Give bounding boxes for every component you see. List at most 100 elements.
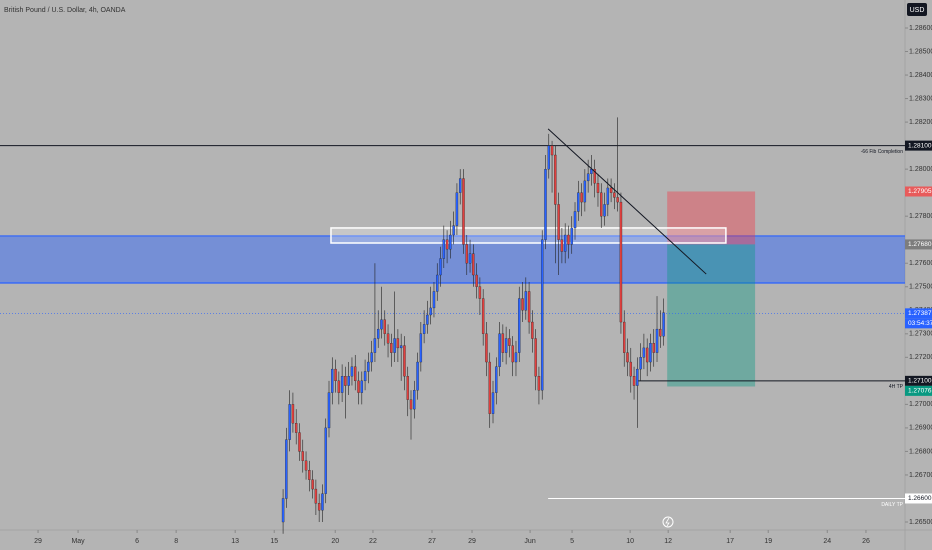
y-tick-label: 1.26800 [909, 448, 932, 455]
candle-body [527, 291, 531, 323]
candle-body [531, 321, 534, 339]
candle-body [455, 192, 459, 226]
candle-body [577, 192, 580, 212]
x-tick-label: 6 [135, 538, 139, 545]
candle-body [462, 178, 465, 245]
candle-body [508, 338, 511, 346]
currency-badge[interactable] [907, 3, 927, 16]
level-label: 4H TP [889, 384, 904, 390]
y-tick-label: 1.28200 [909, 119, 932, 126]
x-tick-label: 24 [823, 538, 831, 545]
candle-body [327, 392, 331, 429]
candle-body [416, 361, 419, 391]
candle-body [324, 427, 327, 494]
candle-body [288, 404, 291, 440]
level-label: -66 Fib Completion [861, 149, 903, 155]
x-tick-label: 19 [764, 538, 772, 545]
price-tag-label: 1.27100 [908, 378, 932, 385]
candle-body [632, 376, 636, 386]
x-tick-label: 5 [570, 538, 574, 545]
candle-body [623, 321, 626, 353]
y-tick-label: 1.27600 [909, 260, 932, 267]
candle-body [609, 187, 613, 193]
candle-body [645, 347, 649, 363]
price-tag [905, 308, 932, 319]
x-tick-label: 29 [468, 538, 476, 545]
candle-body [547, 145, 550, 170]
x-tick-label: 15 [270, 538, 278, 545]
candle-body [393, 338, 396, 353]
candle-body [360, 380, 364, 393]
candle-body [586, 173, 590, 182]
candle-body [445, 239, 449, 250]
candle-body [524, 291, 528, 311]
candle-body [554, 154, 557, 205]
candle-body [432, 291, 436, 309]
y-tick-label: 1.28400 [909, 72, 932, 79]
candle-body [488, 361, 491, 414]
candle-body [347, 376, 350, 386]
stop-zone [667, 191, 756, 245]
candle-body [422, 324, 426, 334]
candle-body [557, 204, 560, 240]
candle-body [386, 333, 390, 344]
candle-body [652, 343, 655, 353]
price-tag-label: 1.28100 [908, 142, 932, 149]
candle-body [613, 192, 616, 198]
candle-body [399, 345, 403, 349]
price-tag-label: 1.26600 [908, 495, 932, 502]
trendline [547, 128, 707, 275]
price-tag-label: 1.27076 [908, 388, 932, 395]
price-tag-label: 1.27387 [908, 310, 932, 317]
candle-body [521, 298, 524, 311]
candle-body [285, 439, 288, 499]
price-tag [905, 186, 932, 197]
y-tick-label: 1.27800 [909, 213, 932, 220]
candle-body [370, 352, 373, 363]
candle-body [485, 333, 488, 363]
candle-body [390, 343, 393, 353]
y-tick-label: 1.26900 [909, 425, 932, 432]
x-tick-label: 10 [626, 538, 634, 545]
price-tag [905, 239, 932, 250]
candle-body [518, 298, 521, 353]
candle-body [662, 312, 665, 337]
currency[interactable]: USD [910, 7, 925, 14]
candle-body [314, 488, 318, 504]
candle-body [481, 298, 485, 334]
price-tag [905, 375, 932, 386]
candle-body [308, 470, 311, 480]
y-tick-label: 1.28500 [909, 48, 932, 55]
candle-body [458, 178, 462, 193]
candle-body [396, 338, 400, 349]
candle-body [403, 345, 406, 377]
x-tick-label: 20 [331, 538, 339, 545]
chart-title: British Pound / U.S. Dollar, 4h, OANDA [4, 7, 126, 14]
candle-body [301, 451, 304, 461]
candle-body [331, 368, 334, 393]
price-tag-label: 1.27680 [908, 241, 932, 248]
candle-body [376, 328, 380, 339]
candle-body [452, 225, 455, 236]
candle-body [495, 366, 498, 393]
candle-body [291, 404, 295, 424]
replay-icon[interactable] [662, 516, 674, 528]
candle-body [655, 328, 659, 353]
candle-body [383, 319, 386, 334]
candle-body [472, 253, 475, 276]
price-tag [905, 140, 932, 151]
y-tick-label: 1.27500 [909, 284, 932, 291]
target-zone [667, 244, 756, 387]
candle-body [573, 211, 577, 229]
candle-body [570, 227, 573, 245]
candle-body [409, 399, 413, 410]
candle-body [636, 368, 639, 386]
candle-body [600, 192, 603, 217]
y-tick-label: 1.27200 [909, 354, 932, 361]
candle-body [380, 319, 383, 330]
candle-body [429, 307, 432, 316]
candle-body [442, 239, 446, 259]
candle-body [498, 333, 501, 367]
candle-body [537, 376, 541, 391]
